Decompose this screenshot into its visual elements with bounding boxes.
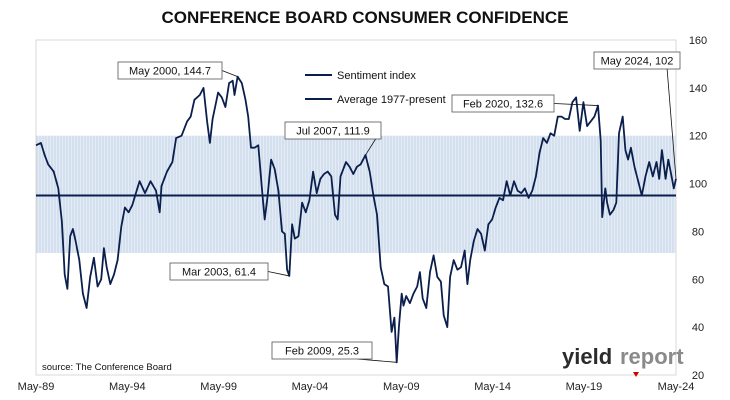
annotation-label: May 2024, 102 (601, 56, 674, 68)
y-tick-label: 20 (692, 370, 704, 382)
sentiment-index-line (35, 75, 677, 364)
axes-group: 20 40 60 80 100 120 140 160 May-89 May-94 May-99 Ma… (18, 35, 708, 393)
y-tick-label: 140 (689, 83, 707, 95)
annotation-leader (666, 68, 677, 179)
x-tick-label: May-19 (566, 381, 603, 393)
legend-label: Average 1977-present (337, 94, 446, 106)
annotation-leader (356, 358, 397, 363)
x-tick-label: May-14 (474, 381, 511, 393)
annotation-box (169, 262, 269, 281)
x-tick-label: May-94 (109, 381, 146, 393)
brand-text-yield: yield (562, 344, 612, 369)
annotation-label: Feb 2020, 132.6 (463, 99, 543, 111)
legend-label: Sentiment index (337, 70, 416, 82)
annotation-label: Feb 2009, 25.3 (285, 346, 359, 358)
brand-text-report: report (620, 344, 684, 369)
x-tick-label: May-04 (292, 381, 329, 393)
x-tick-label: May-99 (200, 381, 237, 393)
annotation-label: Mar 2003, 61.4 (182, 267, 256, 279)
annotation-leader (267, 271, 290, 277)
y-tick-label: 100 (689, 179, 707, 191)
plot-frame-group (35, 39, 677, 376)
shaded-band-group (36, 135, 676, 253)
annotation-box (284, 121, 382, 140)
y-tick-label: 40 (692, 322, 704, 334)
x-tick-label: May-09 (383, 381, 420, 393)
annotation-label: May 2000, 144.7 (129, 66, 211, 78)
y-tick-label: 60 (692, 274, 704, 286)
chart-title: CONFERENCE BOARD CONSUMER CONFIDENCE (161, 8, 569, 27)
legend-group: Sentiment index Average 1977-present (305, 70, 446, 106)
x-tick-label: May-89 (18, 381, 55, 393)
shaded-band (36, 135, 676, 253)
annotations-group: May 2000, 144.7 Jul 2007, 111.9 Mar 2003, … (117, 51, 681, 363)
series-group (35, 75, 677, 364)
x-tick-label: May-24 (658, 381, 695, 393)
annotation-box (451, 94, 555, 113)
brand-triangle-icon (633, 372, 639, 377)
y-tick-label: 120 (689, 131, 707, 143)
annotation-box (271, 341, 373, 360)
annotation-leader (553, 103, 599, 106)
annotation-box (117, 61, 223, 80)
brand-logo: yield report (562, 344, 684, 377)
plot-frame (35, 39, 677, 376)
y-tick-label: 80 (692, 226, 704, 238)
annotation-label: Jul 2007, 111.9 (296, 126, 370, 138)
annotation-leader (221, 70, 238, 77)
source-note: source: The Conference Board (42, 362, 172, 373)
annotation-box (593, 51, 681, 70)
y-tick-label: 160 (689, 35, 707, 47)
